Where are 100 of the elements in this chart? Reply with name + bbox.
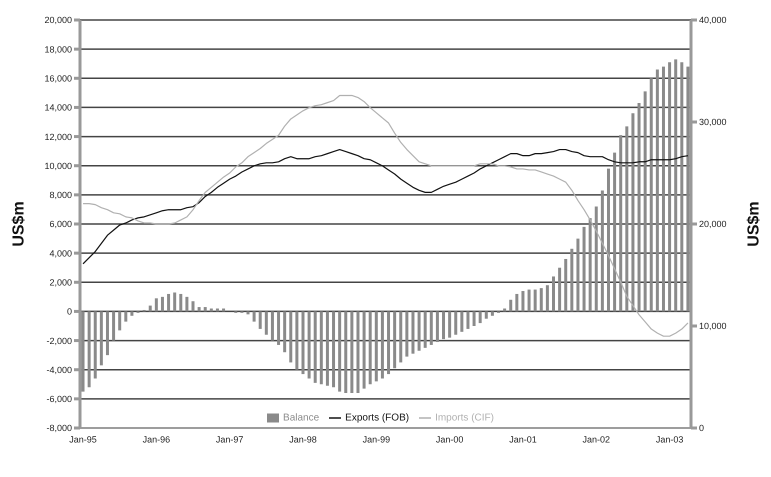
bar <box>246 311 250 314</box>
bar <box>118 311 122 330</box>
bar <box>106 311 109 356</box>
y-tick-label: 20,000 <box>44 15 72 26</box>
bar <box>399 311 402 362</box>
y-tick-label: 2,000 <box>49 277 72 288</box>
bar <box>270 311 274 341</box>
bar <box>148 306 152 312</box>
bar <box>411 311 414 354</box>
bar <box>173 292 176 312</box>
bar <box>179 294 182 312</box>
bar <box>100 311 103 366</box>
x-tick-label: Jan-02 <box>582 434 610 444</box>
bar <box>515 294 518 312</box>
bar <box>124 311 128 322</box>
bar <box>368 311 372 384</box>
bar <box>277 311 280 345</box>
bar <box>252 311 256 322</box>
bar <box>448 311 452 338</box>
bar <box>430 311 433 345</box>
bar <box>326 311 329 386</box>
bar <box>314 311 317 383</box>
bar <box>509 300 512 312</box>
bar <box>387 311 390 374</box>
bar <box>283 311 286 352</box>
x-tick-label: Jan-01 <box>509 434 537 444</box>
bar <box>210 308 213 312</box>
bar <box>167 294 170 312</box>
bar <box>295 311 298 370</box>
bar <box>662 66 665 312</box>
bar <box>588 218 592 312</box>
bar <box>418 311 421 351</box>
legend-label: Exports (FOB) <box>345 412 410 424</box>
y2-axis-title: US$m <box>746 201 763 247</box>
bar <box>308 311 311 378</box>
legend-label: Balance <box>283 412 320 424</box>
bar <box>301 311 304 374</box>
bar <box>436 311 439 342</box>
bar <box>374 311 378 382</box>
bar <box>130 311 134 316</box>
bar <box>613 152 616 312</box>
bar <box>82 311 85 392</box>
bar <box>576 238 580 312</box>
bar <box>160 296 164 312</box>
legend-label: Imports (CIF) <box>435 412 494 424</box>
bar <box>528 290 531 312</box>
y-tick-label: 4,000 <box>49 248 72 258</box>
bar <box>356 311 360 394</box>
bar <box>442 311 446 340</box>
bar <box>472 311 476 326</box>
bar <box>668 62 672 312</box>
bar <box>264 311 268 335</box>
bar <box>454 311 458 335</box>
bar <box>258 311 262 329</box>
bar <box>460 311 464 332</box>
bar <box>344 311 348 394</box>
bar <box>570 248 574 312</box>
bar <box>680 62 684 312</box>
y2-tick-label: 30,000 <box>699 117 727 128</box>
y-tick-label: 18,000 <box>44 44 72 54</box>
bar <box>192 301 195 312</box>
bar <box>466 311 470 329</box>
bar <box>644 91 647 312</box>
bar <box>204 307 207 312</box>
bar <box>393 311 396 368</box>
bar <box>564 258 568 312</box>
y-tick-label: 6,000 <box>49 219 72 230</box>
bar <box>350 311 354 394</box>
y-tick-label: 14,000 <box>44 102 72 113</box>
bar <box>490 311 494 316</box>
bar <box>380 311 384 378</box>
bar <box>606 168 610 312</box>
x-tick-label: Jan-97 <box>216 434 244 444</box>
bar <box>478 311 482 324</box>
bar <box>88 311 91 388</box>
x-tick-label: Jan-99 <box>362 434 390 444</box>
y-tick-label: 12,000 <box>44 132 72 142</box>
y-tick-label: 10,000 <box>44 160 72 171</box>
x-tick-label: Jan-96 <box>142 434 170 444</box>
y-tick-label: 16,000 <box>44 73 72 84</box>
bar <box>540 288 543 312</box>
x-tick-label: Jan-00 <box>436 434 464 444</box>
y-tick-label: 8,000 <box>49 190 72 200</box>
x-tick-label: Jan-95 <box>69 434 97 444</box>
y2-tick-label: 20,000 <box>699 219 727 230</box>
bar <box>338 311 342 392</box>
bar <box>185 296 188 312</box>
bar <box>405 311 408 357</box>
y-tick-label: 0 <box>66 306 72 317</box>
bar <box>619 135 622 312</box>
bar <box>650 78 653 312</box>
x-tick-label: Jan-03 <box>656 434 684 444</box>
bar <box>656 70 659 312</box>
bar <box>546 285 549 312</box>
line-series <box>82 148 689 264</box>
bar <box>332 311 336 388</box>
bar <box>534 290 537 312</box>
y-tick-label: -8,000 <box>46 423 72 434</box>
bar <box>424 311 427 348</box>
bar <box>154 298 158 312</box>
